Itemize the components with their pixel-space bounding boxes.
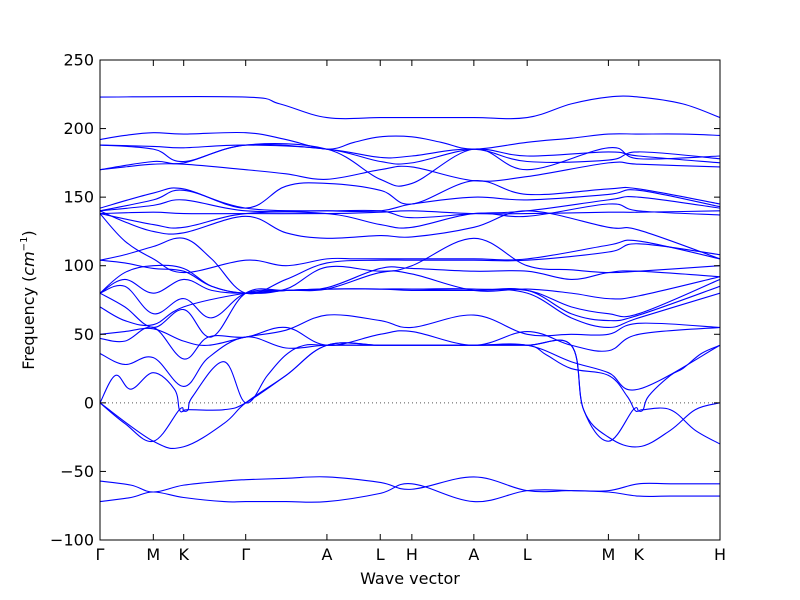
- y-tick-label: 250: [63, 51, 94, 70]
- band-line-26: [100, 339, 720, 450]
- x-tick-label: K: [634, 545, 645, 564]
- x-tick-label: L: [376, 545, 385, 564]
- x-tick-label: H: [406, 545, 418, 564]
- band-line-2: [100, 131, 720, 150]
- band-line-15: [100, 237, 720, 294]
- y-axis-label-suffix: ): [19, 230, 38, 236]
- x-tick-label: A: [321, 545, 332, 564]
- y-tick-label: 50: [74, 325, 94, 344]
- band-line-28: [100, 483, 720, 503]
- band-line-8: [100, 189, 720, 213]
- band-line-7: [100, 180, 720, 209]
- y-tick-label: 100: [63, 256, 94, 275]
- band-line-5: [100, 143, 720, 187]
- x-tick-label: K: [178, 545, 189, 564]
- band-line-14: [100, 237, 720, 295]
- band-line-21: [100, 314, 720, 346]
- x-tick-label: H: [714, 545, 726, 564]
- y-axis-label-prefix: Frequency (: [19, 276, 38, 370]
- y-ticks-group: −100 −50 0 50 100 150 200 250: [50, 51, 720, 550]
- x-tick-label: A: [468, 545, 479, 564]
- y-axis-label-unit: cm: [19, 251, 38, 275]
- y-tick-label: 150: [63, 188, 94, 207]
- x-tick-label: Γ: [96, 545, 105, 564]
- band-line-9: [100, 196, 720, 219]
- band-line-12: [100, 210, 720, 260]
- band-line-13: [100, 213, 720, 274]
- band-line-6: [100, 161, 720, 182]
- y-tick-label: −50: [60, 462, 94, 481]
- band-line-27: [100, 476, 720, 493]
- band-line-16: [100, 264, 720, 294]
- band-line-4: [100, 143, 720, 163]
- band-line-1: [100, 95, 720, 120]
- band-line-3: [100, 144, 720, 165]
- band-line-22: [100, 326, 720, 360]
- band-line-11: [100, 203, 720, 229]
- x-tick-label: Γ: [241, 545, 250, 564]
- x-tick-label: L: [523, 545, 532, 564]
- x-tick-label: M: [601, 545, 615, 564]
- x-tick-label: M: [146, 545, 160, 564]
- y-tick-label: −100: [50, 531, 94, 550]
- y-tick-label: 200: [63, 119, 94, 138]
- plot-background: [100, 60, 720, 540]
- bands-group: [100, 95, 720, 503]
- y-axis-label-exponent: −1: [19, 237, 30, 252]
- y-axis-label: Frequency (cm−1): [19, 230, 38, 369]
- band-line-10: [100, 210, 720, 215]
- band-line-20: [100, 288, 720, 328]
- x-axis-label: Wave vector: [360, 569, 460, 588]
- plot-frame: [99, 59, 721, 541]
- y-tick-label: 0: [84, 393, 94, 412]
- band-line-17: [100, 270, 720, 300]
